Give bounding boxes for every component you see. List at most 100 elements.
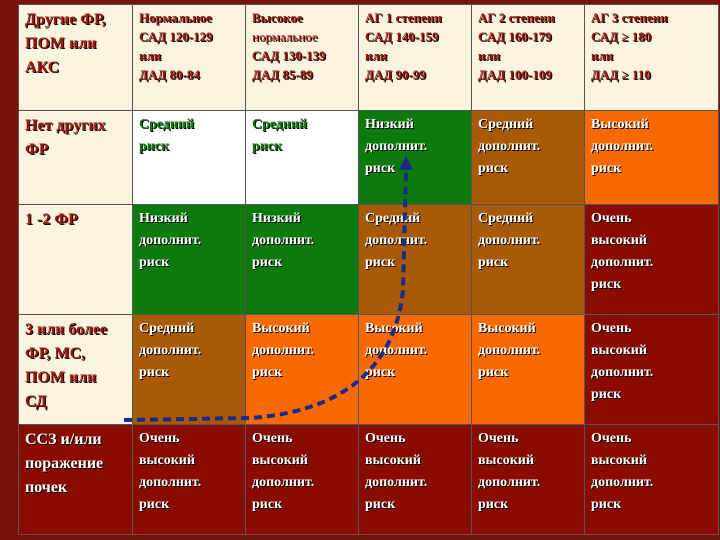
table-row: 3 или более ФР, МС, ПОМ или СД Средний д… xyxy=(18,314,719,425)
risk-cell-line: дополнит. xyxy=(478,233,541,248)
risk-cell-line: дополнит. xyxy=(365,343,428,358)
risk-cell-line: дополнит. xyxy=(478,343,541,358)
header-line: или xyxy=(365,48,388,63)
risk-cell: Высокий дополнит. риск xyxy=(245,314,359,425)
risk-cell-line: риск xyxy=(478,497,509,512)
row-label-line: Нет других xyxy=(25,117,106,134)
row-label: ССЗ и/или поражение почек xyxy=(18,424,133,535)
header-line: САД 140-159 xyxy=(365,29,439,44)
risk-cell-line: риск xyxy=(139,365,170,380)
header-corner-line: АКС xyxy=(25,59,60,76)
header-line: ДАД 85-89 xyxy=(252,67,313,82)
row-label: Нет других ФР xyxy=(18,110,133,205)
risk-cell-line: дополнит. xyxy=(365,139,428,154)
header-line: ДАД 80-84 xyxy=(139,67,200,82)
row-label-line: поражение xyxy=(25,455,104,472)
risk-cell-line: дополнит. xyxy=(252,233,315,248)
risk-cell: Очень высокий дополнит. риск xyxy=(358,424,472,535)
risk-cell: Средний дополнит. риск xyxy=(471,110,585,205)
risk-cell-line: риск xyxy=(252,365,283,380)
header-line: САД ≥ 180 xyxy=(591,29,652,44)
risk-cell-line: Очень xyxy=(591,321,632,336)
risk-cell-line: риск xyxy=(139,497,170,512)
risk-cell-line: высокий xyxy=(591,453,647,468)
risk-cell-line: дополнит. xyxy=(365,475,428,490)
risk-cell: Средний риск xyxy=(132,110,246,205)
row-label: 3 или более ФР, МС, ПОМ или СД xyxy=(18,314,133,425)
header-line: ДАД 90-99 xyxy=(365,67,426,82)
risk-cell: Очень высокий дополнит. риск xyxy=(471,424,585,535)
risk-cell-line: дополнит. xyxy=(478,475,541,490)
header-line: ДАД 100-109 xyxy=(478,67,552,82)
row-label-line: ПОМ или xyxy=(25,369,97,386)
header-line: Нормальное xyxy=(139,10,212,25)
risk-cell-line: дополнит. xyxy=(591,139,654,154)
risk-cell-line: риск xyxy=(591,387,622,402)
risk-cell-line: Низкий xyxy=(252,211,301,226)
risk-cell: Очень высокий дополнит. риск xyxy=(245,424,359,535)
risk-cell-line: дополнит. xyxy=(139,233,202,248)
header-line: САД 120-129 xyxy=(139,29,213,44)
risk-cell: Средний дополнит. риск xyxy=(471,204,585,315)
risk-cell: Низкий дополнит. риск xyxy=(132,204,246,315)
table-row: ССЗ и/или поражение почек Очень высокий … xyxy=(18,424,719,535)
risk-cell-line: высокий xyxy=(139,453,195,468)
risk-cell-line: Очень xyxy=(365,431,406,446)
risk-cell-line: риск xyxy=(478,161,509,176)
risk-cell-line: дополнит. xyxy=(252,475,315,490)
risk-cell-line: риск xyxy=(478,365,509,380)
risk-cell-line: Средний xyxy=(478,211,534,226)
risk-cell-line: риск xyxy=(591,277,622,292)
risk-cell-line: риск xyxy=(591,497,622,512)
table-row: Нет других ФР Средний риск Средний риск … xyxy=(18,110,719,205)
header-col-high-normal: Высокое нормальное САД 130-139 ДАД 85-89 xyxy=(245,4,359,111)
risk-cell-line: риск xyxy=(365,365,396,380)
risk-cell-line: Очень xyxy=(139,431,180,446)
row-label: 1 -2 ФР xyxy=(18,204,133,315)
risk-cell-line: Средний xyxy=(139,117,195,132)
row-label-line: ФР, МС, xyxy=(25,345,86,362)
risk-cell-line: высокий xyxy=(365,453,421,468)
risk-cell-line: дополнит. xyxy=(365,233,428,248)
risk-cell-line: высокий xyxy=(252,453,308,468)
risk-cell-line: риск xyxy=(365,497,396,512)
risk-cell-line: риск xyxy=(478,255,509,270)
risk-cell-line: риск xyxy=(591,161,622,176)
risk-cell-line: дополнит. xyxy=(252,343,315,358)
risk-cell-line: Очень xyxy=(591,211,632,226)
header-line: или xyxy=(478,48,501,63)
row-label-line: СД xyxy=(25,393,47,410)
risk-cell-line: Очень xyxy=(591,431,632,446)
risk-cell: Очень высокий дополнит. риск xyxy=(584,424,719,535)
header-line: ДАД ≥ 110 xyxy=(591,67,651,82)
header-corner-cell: Другие ФР, ПОМ или АКС xyxy=(18,4,133,111)
header-line: АГ 3 степени xyxy=(591,10,668,25)
risk-cell: Очень высокий дополнит. риск xyxy=(132,424,246,535)
risk-cell-line: Высокий xyxy=(591,117,649,132)
risk-cell: Высокий дополнит. риск xyxy=(471,314,585,425)
risk-cell-line: дополнит. xyxy=(591,365,654,380)
risk-cell: Очень высокий дополнит. риск xyxy=(584,204,719,315)
risk-cell: Высокий дополнит. риск xyxy=(584,110,719,205)
row-label-line: ФР xyxy=(25,141,49,158)
risk-cell-line: высокий xyxy=(591,343,647,358)
row-label-line: 1 -2 ФР xyxy=(25,211,78,228)
risk-stratification-table: Другие ФР, ПОМ или АКС Нормальное САД 12… xyxy=(18,4,719,535)
row-label-line: почек xyxy=(25,479,68,496)
risk-cell-line: риск xyxy=(365,161,396,176)
header-col-ag1: АГ 1 степени САД 140-159 или ДАД 90-99 xyxy=(358,4,472,111)
header-col-ag3: АГ 3 степени САД ≥ 180 или ДАД ≥ 110 xyxy=(584,4,719,111)
risk-cell-line: высокий xyxy=(591,233,647,248)
header-line: АГ 2 степени xyxy=(478,10,555,25)
risk-cell-line: Низкий xyxy=(365,117,414,132)
header-corner-line: ПОМ или xyxy=(25,35,97,52)
risk-cell-line: Высокий xyxy=(365,321,423,336)
risk-cell-line: дополнит. xyxy=(139,475,202,490)
risk-cell-line: дополнит. xyxy=(591,255,654,270)
risk-cell-line: риск xyxy=(252,139,283,154)
header-line: САД 130-139 xyxy=(252,48,326,63)
risk-cell: Низкий дополнит. риск xyxy=(358,110,472,205)
risk-cell-line: Низкий xyxy=(139,211,188,226)
header-line: САД 160-179 xyxy=(478,29,552,44)
row-label-line: 3 или более xyxy=(25,321,108,338)
